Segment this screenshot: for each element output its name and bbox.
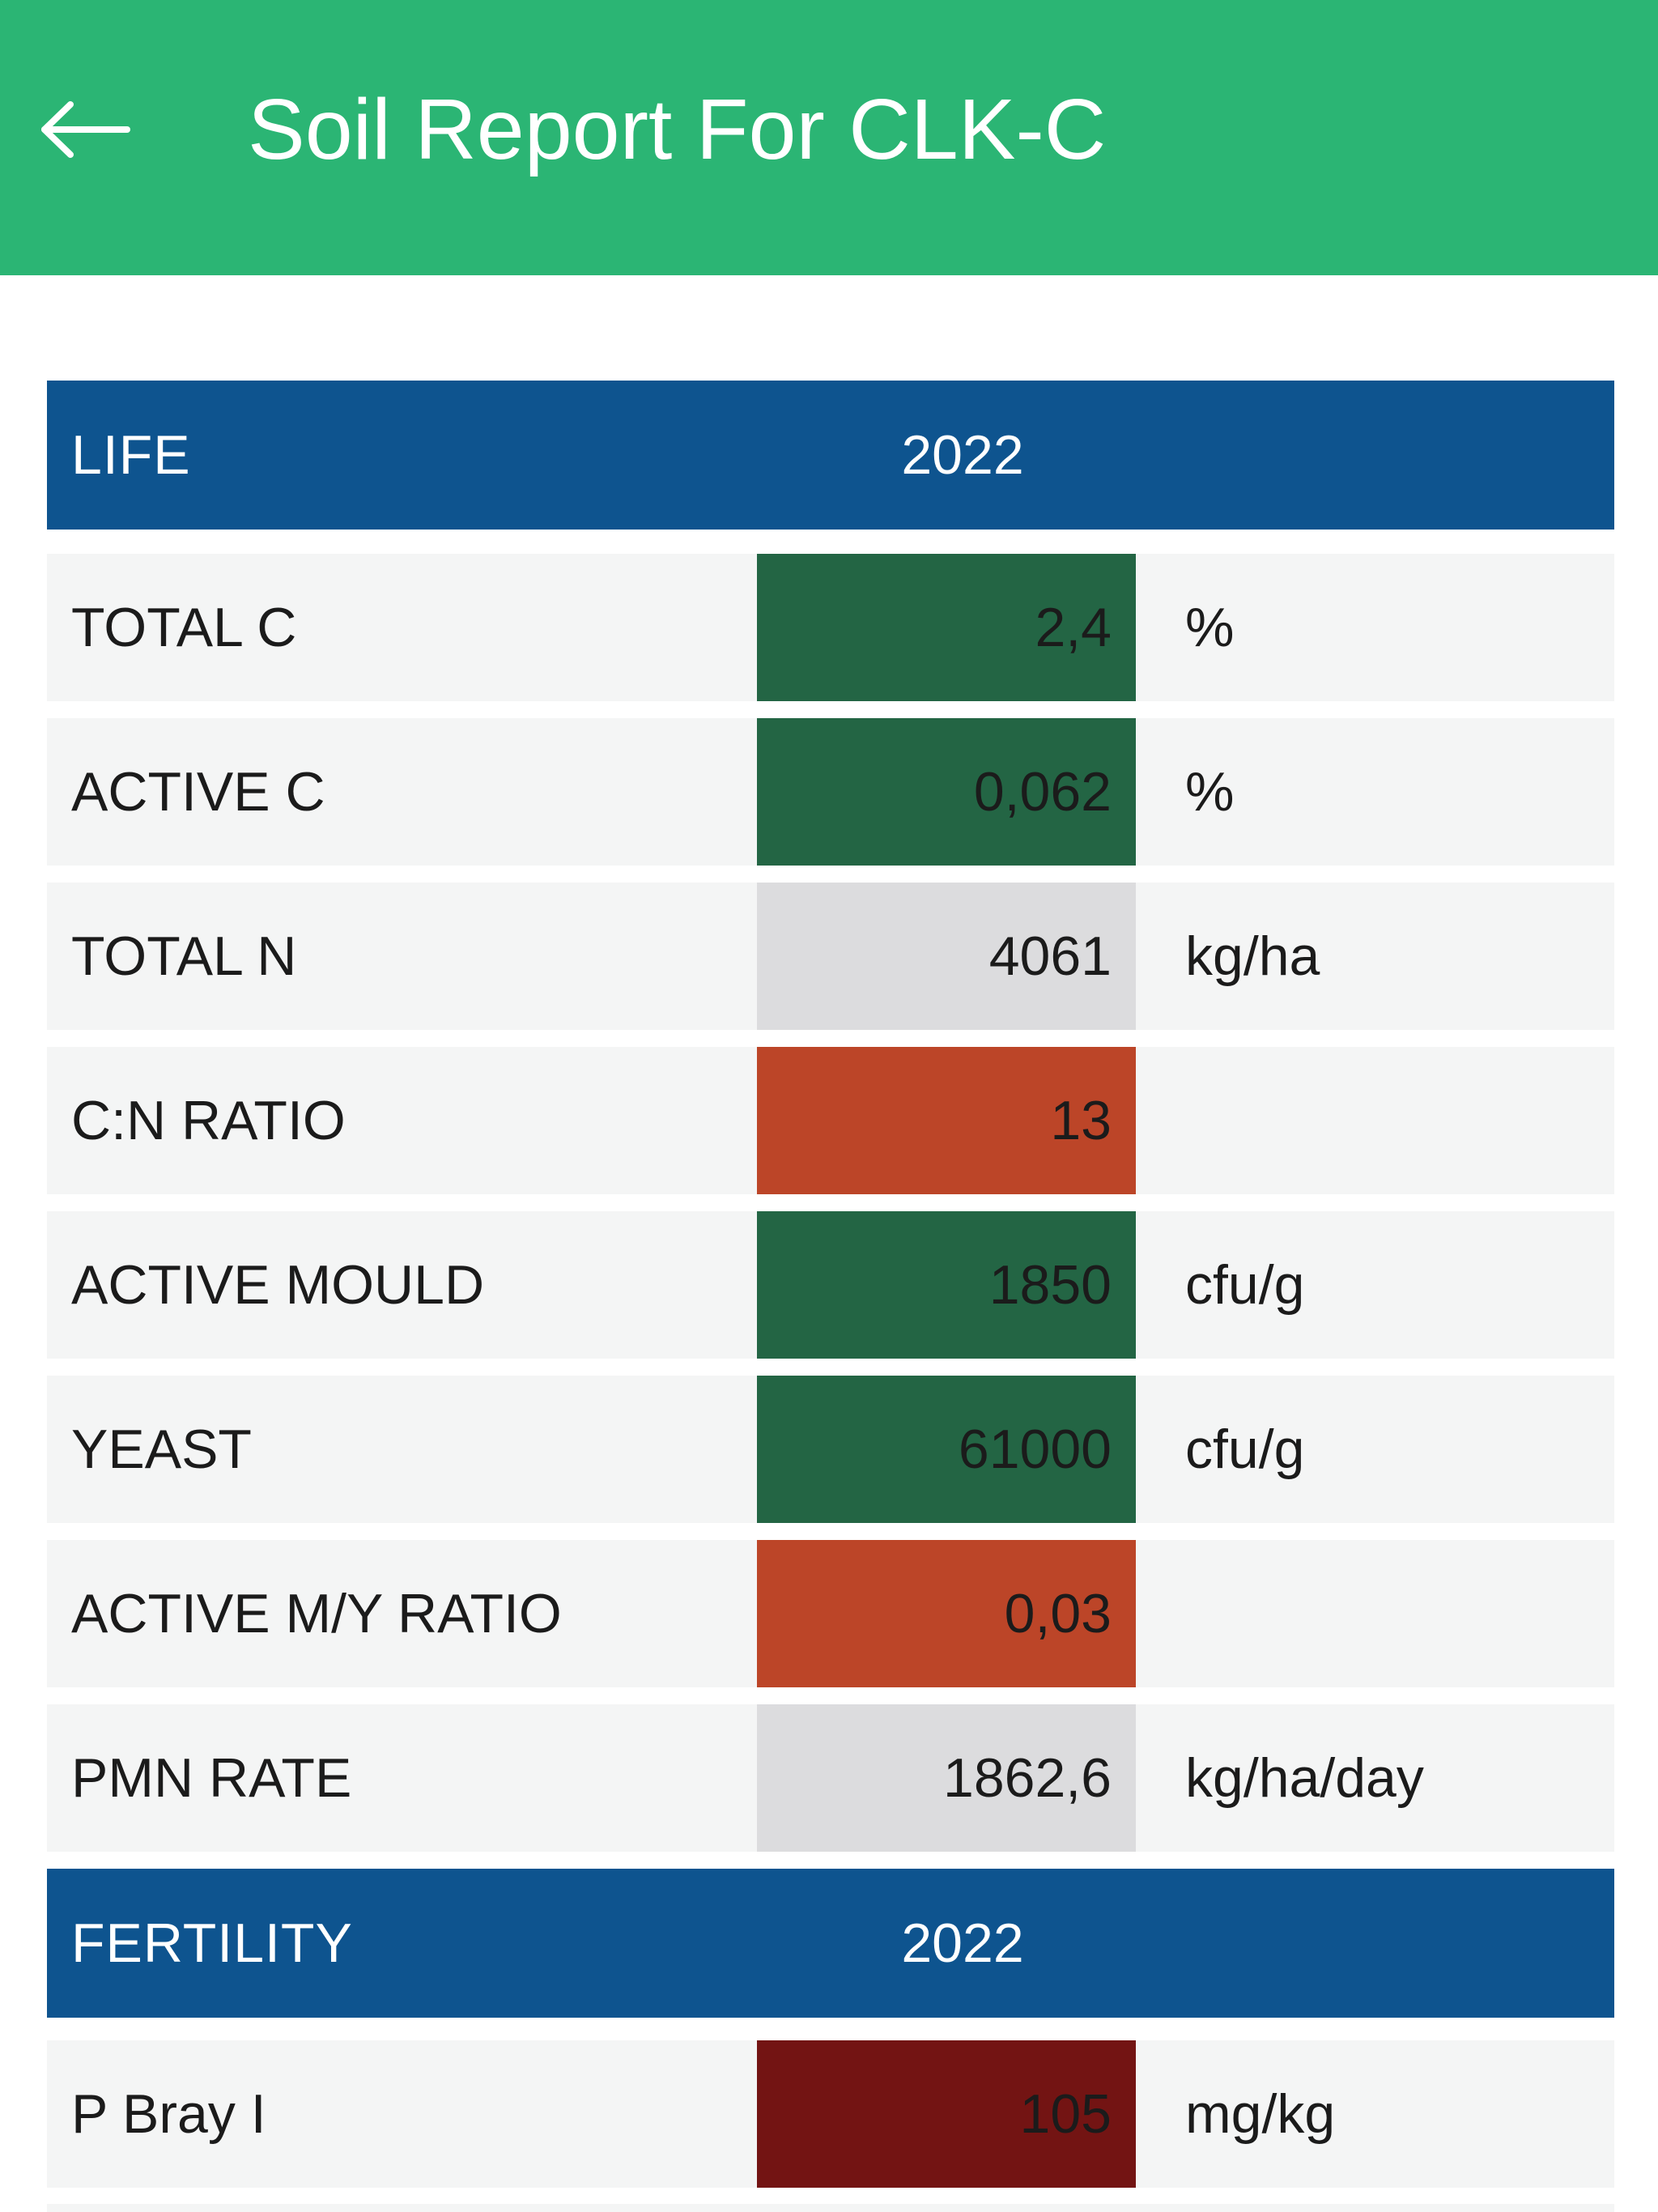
page-title: Soil Report For CLK-C [248, 82, 1107, 177]
row-label: TOTAL C [71, 597, 297, 658]
row-label: TOTAL N [71, 925, 297, 987]
row-value: 13 [757, 1047, 1136, 1194]
table-row: ACTIVE C 0,062 % [47, 718, 1614, 866]
section-title: LIFE [71, 424, 191, 486]
table-row: YEAST 61000 cfu/g [47, 1376, 1614, 1523]
table-row: P Bray I 105 mg/kg [47, 2040, 1614, 2188]
row-label: ACTIVE C [71, 761, 325, 823]
back-button[interactable] [32, 81, 138, 178]
section-header-life: LIFE 2022 [47, 381, 1614, 530]
row-value: 61000 [757, 1376, 1136, 1523]
row-value: 4061 [757, 883, 1136, 1030]
row-label: ACTIVE M/Y RATIO [71, 1583, 562, 1644]
table-row: TOTAL N 4061 kg/ha [47, 883, 1614, 1030]
section-title: FERTILITY [71, 1912, 353, 1974]
section-year: 2022 [901, 424, 1024, 486]
row-unit: kg/ha/day [1185, 1747, 1424, 1809]
row-label: ACTIVE MOULD [71, 1254, 485, 1316]
row-value: 1850 [757, 1211, 1136, 1359]
row-unit: % [1185, 597, 1235, 658]
row-label: C:N RATIO [71, 1090, 346, 1151]
row-unit: % [1185, 761, 1235, 823]
row-unit: kg/ha [1185, 925, 1320, 987]
row-value: 0,062 [757, 718, 1136, 866]
row-unit: cfu/g [1185, 1419, 1305, 1480]
table-row: ACTIVE MOULD 1850 cfu/g [47, 1211, 1614, 1359]
row-unit: cfu/g [1185, 1254, 1305, 1316]
table-row: PMN RATE 1862,6 kg/ha/day [47, 1704, 1614, 1852]
section-header-fertility: FERTILITY 2022 [47, 1869, 1614, 2018]
table-row: TOTAL C 2,4 % [47, 554, 1614, 701]
row-value: 105 [757, 2040, 1136, 2188]
row-value: 0,03 [757, 1540, 1136, 1687]
row-value: 1862,6 [757, 1704, 1136, 1852]
arrow-left-icon [41, 101, 130, 158]
row-label: YEAST [71, 1419, 252, 1480]
row-label: P Bray I [71, 2083, 266, 2145]
table-row: C:N RATIO 13 [47, 1047, 1614, 1194]
section-year: 2022 [901, 1912, 1024, 1974]
app-bar: Soil Report For CLK-C [0, 0, 1658, 275]
table-row: ACTIVE M/Y RATIO 0,03 [47, 1540, 1614, 1687]
table-row-partial [47, 2204, 1614, 2212]
row-value: 2,4 [757, 554, 1136, 701]
row-unit: mg/kg [1185, 2083, 1336, 2145]
row-label: PMN RATE [71, 1747, 352, 1809]
